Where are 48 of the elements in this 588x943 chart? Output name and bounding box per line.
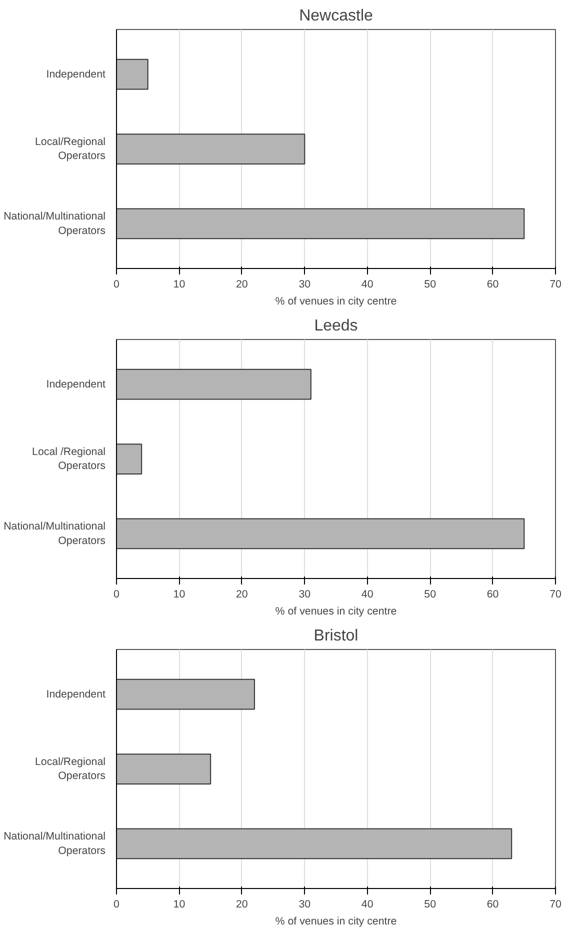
bar — [116, 208, 525, 240]
y-tick-label: National/Multinational Operators — [4, 830, 106, 857]
x-axis-title: % of venues in city centre — [275, 296, 397, 308]
bar — [116, 444, 142, 474]
x-tick-label: 60 — [486, 278, 499, 290]
x-tick-label: 70 — [550, 588, 562, 600]
chart-title: Newcastle — [299, 8, 374, 24]
x-tick-label: 20 — [236, 898, 248, 910]
y-tick-label: Independent — [46, 688, 106, 700]
x-tick-label: 60 — [486, 588, 499, 600]
x-tick-label: 20 — [236, 588, 248, 600]
x-tick-label: 10 — [173, 898, 186, 910]
y-tick-label: Local/Regional Operators — [35, 136, 106, 162]
bar — [116, 518, 525, 550]
x-tick-label: 10 — [173, 588, 186, 600]
bar — [116, 828, 512, 860]
chart-title: Leeds — [314, 318, 358, 334]
y-tick-label: Independent — [46, 378, 106, 390]
bar — [116, 678, 255, 710]
x-tick-label: 70 — [550, 278, 562, 290]
x-tick-label: 50 — [424, 898, 436, 910]
bar — [116, 368, 312, 400]
x-tick-label: 70 — [550, 898, 562, 910]
x-tick-label: 30 — [298, 278, 311, 290]
x-axis-title: % of venues in city centre — [275, 916, 397, 928]
x-tick-label: 40 — [361, 278, 374, 290]
bar — [116, 134, 306, 164]
x-tick-label: 40 — [361, 588, 374, 600]
y-tick-label: Independent — [46, 68, 106, 80]
y-tick-label: National/Multinational Operators — [4, 210, 106, 237]
y-tick-label: National/Multinational Operators — [4, 520, 106, 547]
bar — [116, 58, 148, 90]
bar — [116, 754, 212, 784]
x-tick-label: 30 — [298, 588, 311, 600]
chart-title: Bristol — [314, 628, 358, 644]
x-tick-label: 30 — [298, 898, 311, 910]
y-tick-label: Local/Regional Operators — [35, 756, 106, 782]
x-tick-label: 50 — [424, 278, 436, 290]
x-tick-label: 20 — [236, 278, 248, 290]
x-tick-label: 0 — [114, 898, 120, 910]
x-axis-title: % of venues in city centre — [275, 606, 397, 618]
x-tick-label: 50 — [424, 588, 436, 600]
y-tick-label: Local /Regional Operators — [32, 446, 106, 472]
x-tick-label: 10 — [173, 278, 186, 290]
x-tick-label: 40 — [361, 898, 374, 910]
x-tick-label: 0 — [114, 588, 120, 600]
x-tick-label: 60 — [486, 898, 499, 910]
x-tick-label: 0 — [114, 278, 120, 290]
